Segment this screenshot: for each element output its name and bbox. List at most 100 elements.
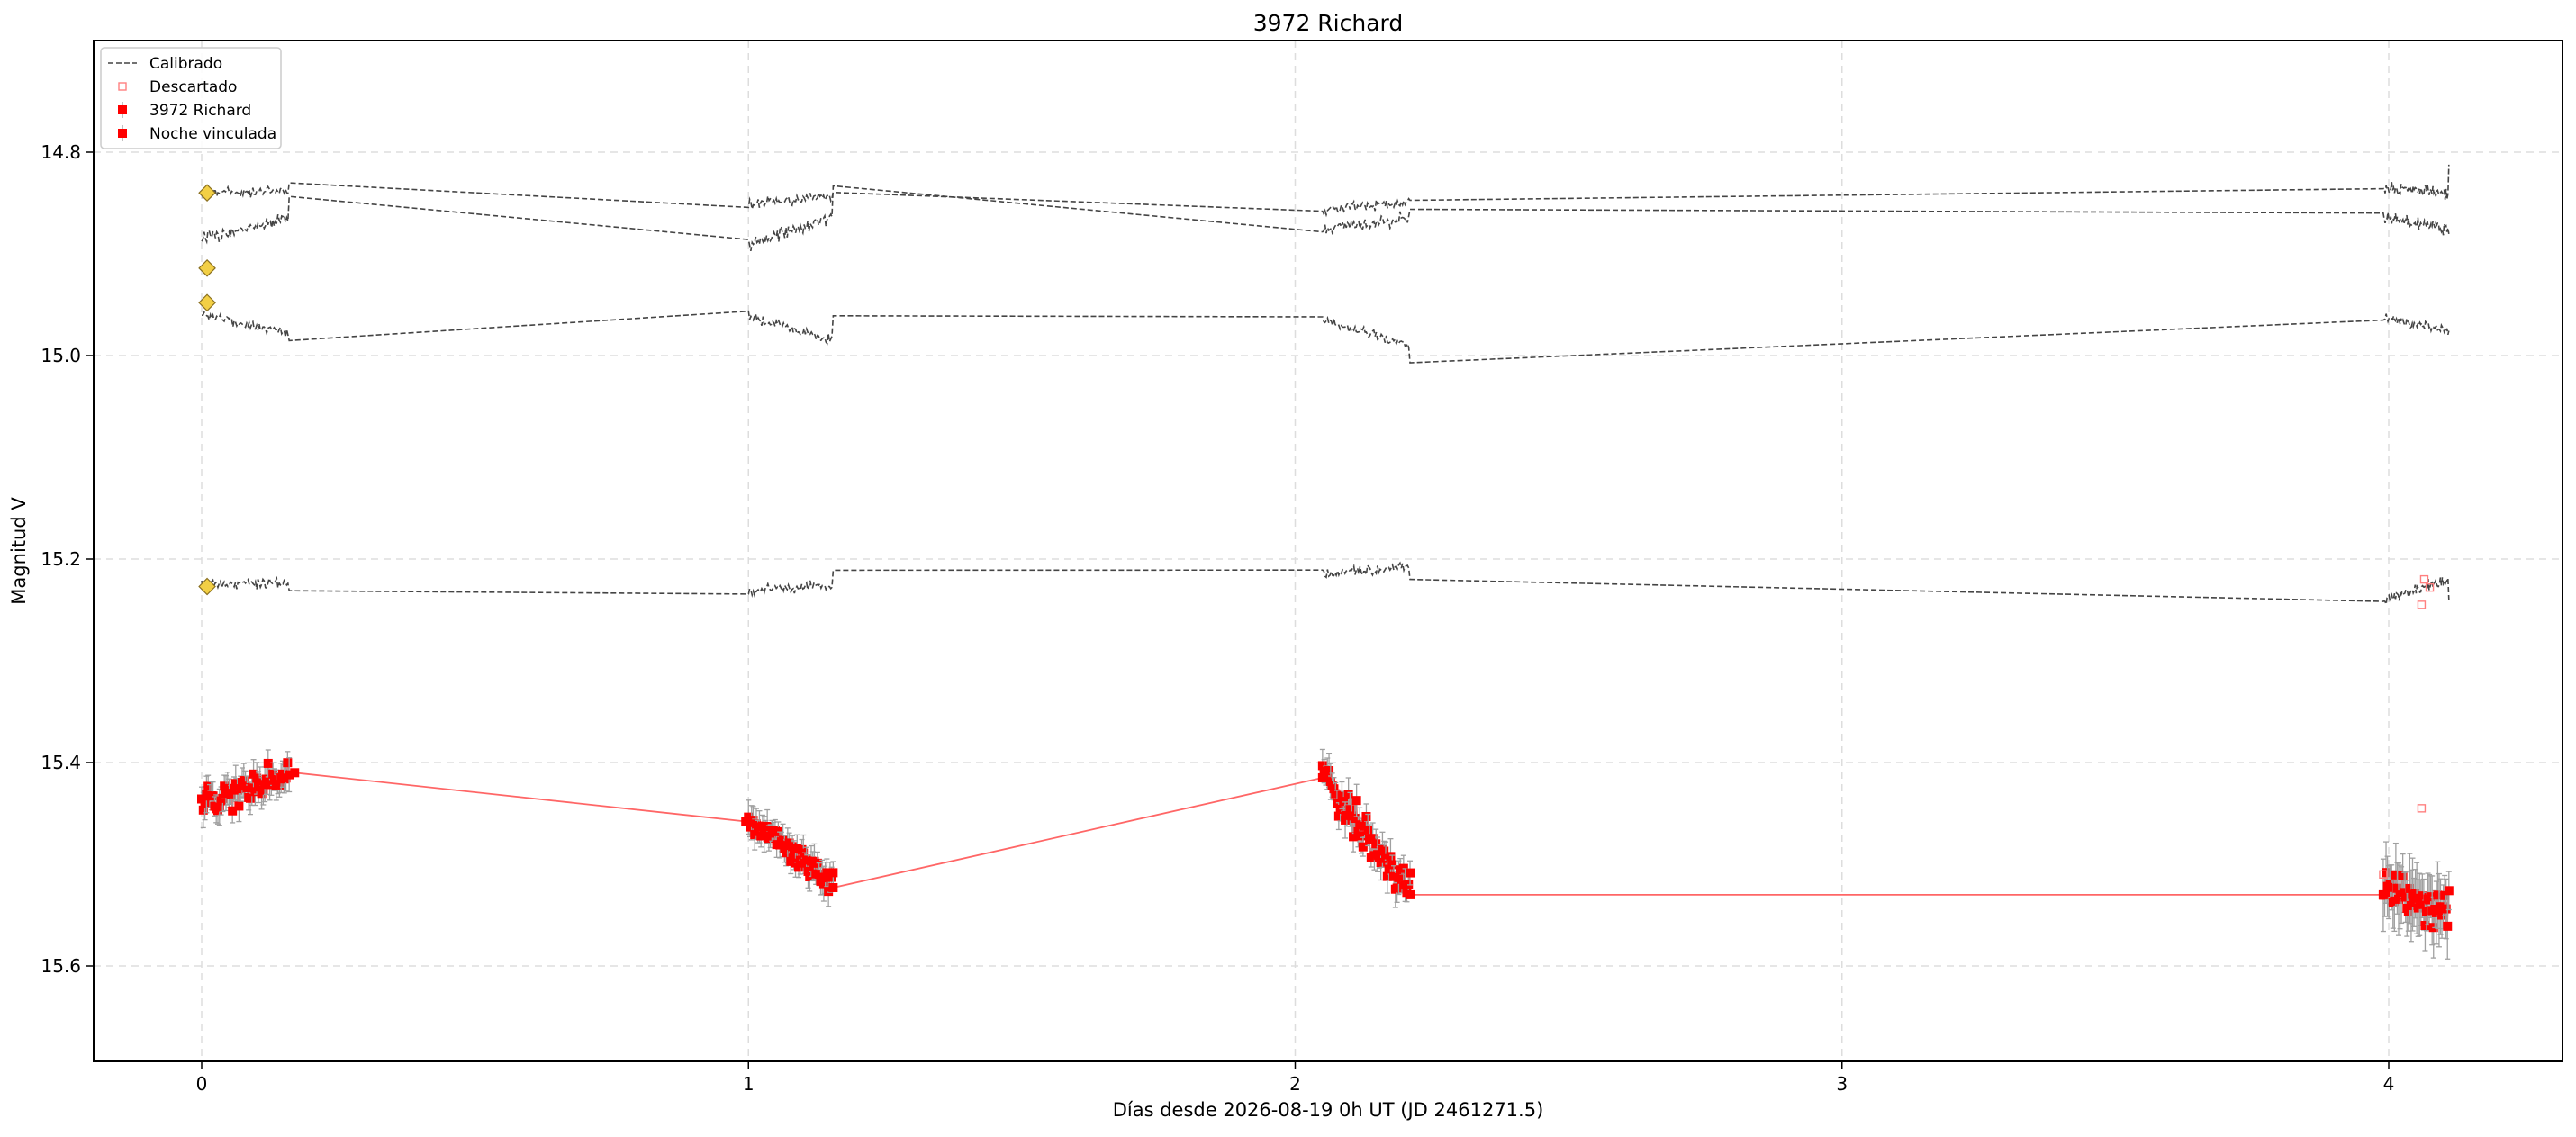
target-point (2433, 890, 2443, 900)
target-point (1329, 784, 1339, 794)
x-tick-label: 2 (1289, 1073, 1301, 1095)
target-point (230, 779, 240, 789)
target-point (2418, 899, 2428, 909)
y-tick-label: 15.0 (41, 345, 81, 366)
x-axis-label: Días desde 2026-08-19 0h UT (JD 2461271.… (1113, 1099, 1544, 1121)
target-point (1406, 868, 1415, 878)
target-point (1382, 871, 1392, 881)
target-point (820, 873, 830, 883)
calibrated-curve-2 (201, 185, 2450, 251)
target-point (2400, 892, 2410, 902)
target-point (792, 844, 802, 853)
target-point (222, 783, 232, 793)
target-point (808, 862, 818, 871)
target-point (1333, 811, 1343, 821)
target-point (228, 806, 238, 816)
target-point (269, 775, 279, 785)
target-point (198, 805, 208, 815)
target-point (275, 780, 285, 790)
target-point (1368, 834, 1378, 844)
legend-label: Calibrado (149, 55, 222, 73)
target-point (283, 758, 293, 768)
y-tick-label: 15.6 (41, 955, 81, 977)
target-point (255, 776, 265, 786)
target-point (1374, 853, 1384, 862)
target-point (2387, 882, 2397, 892)
target-point (1342, 810, 1351, 820)
linked-night-point (828, 882, 838, 892)
target-point (2403, 907, 2413, 916)
target-point (218, 793, 228, 803)
legend-label: Noche vinculada (149, 125, 276, 143)
discarded-point (2417, 804, 2427, 813)
target-point (788, 842, 798, 852)
target-point (1339, 797, 1349, 807)
discarded-point (2417, 600, 2427, 609)
target-point (200, 799, 210, 808)
legend-entry: Noche vinculada (118, 125, 276, 143)
target-point (2400, 888, 2409, 898)
target-point (763, 821, 773, 831)
target-point (268, 769, 278, 779)
legend-label: Descartado (149, 78, 237, 96)
target-point (285, 770, 294, 780)
y-tick-label: 15.4 (41, 752, 81, 773)
target-point (236, 784, 246, 794)
target-point (1341, 815, 1351, 825)
target-point (2440, 890, 2450, 900)
target-point (2384, 888, 2394, 898)
target-point (242, 783, 252, 793)
target-point (2405, 883, 2415, 893)
x-tick-label: 0 (196, 1073, 208, 1095)
target-point (1317, 761, 1327, 771)
target-point (203, 781, 213, 791)
target-point (1351, 796, 1361, 806)
x-tick-label: 4 (2383, 1073, 2395, 1095)
target-point (2412, 893, 2422, 903)
target-point (757, 821, 767, 831)
target-point (1379, 846, 1389, 856)
y-tick-label: 14.8 (41, 141, 81, 163)
target-point (1389, 871, 1399, 881)
target-point (824, 887, 834, 897)
target-point (1345, 805, 1355, 815)
target-point (267, 780, 276, 790)
comparison-star-marker (198, 258, 216, 277)
target-point (214, 802, 224, 812)
plot-area (197, 164, 2454, 960)
legend-target-swatch (118, 105, 127, 114)
x-tick-label: 3 (1836, 1073, 1848, 1095)
target-point (801, 855, 811, 865)
linked-night-point (2378, 889, 2388, 899)
target-point (2418, 891, 2427, 901)
comparison-star-marker (198, 293, 216, 312)
target-point (1397, 874, 1407, 884)
target-point (245, 793, 255, 803)
target-point (260, 780, 270, 790)
target-point (2410, 889, 2420, 898)
target-point (1387, 860, 1397, 870)
discarded-point (2419, 574, 2429, 584)
legend-target-swatch (118, 129, 127, 138)
legend-entry: 3972 Richard (118, 102, 251, 120)
target-point (2398, 871, 2408, 880)
target-point (2437, 910, 2447, 920)
target-point (253, 782, 263, 792)
target-point (1324, 765, 1334, 775)
target-point (1371, 839, 1381, 849)
target-point (827, 872, 836, 882)
linked-night-point (741, 817, 751, 826)
discarded-point (2425, 582, 2435, 592)
legend-box (100, 47, 282, 149)
chart-title: 3972 Richard (1253, 10, 1404, 36)
target-point (1376, 857, 1386, 867)
target-point (208, 791, 218, 801)
linked-night-point (290, 768, 300, 778)
target-point (1333, 799, 1342, 808)
target-point (1392, 883, 1402, 893)
target-point (1355, 820, 1365, 830)
discarded-point (2379, 870, 2388, 879)
legend-discarded-swatch (118, 82, 127, 91)
